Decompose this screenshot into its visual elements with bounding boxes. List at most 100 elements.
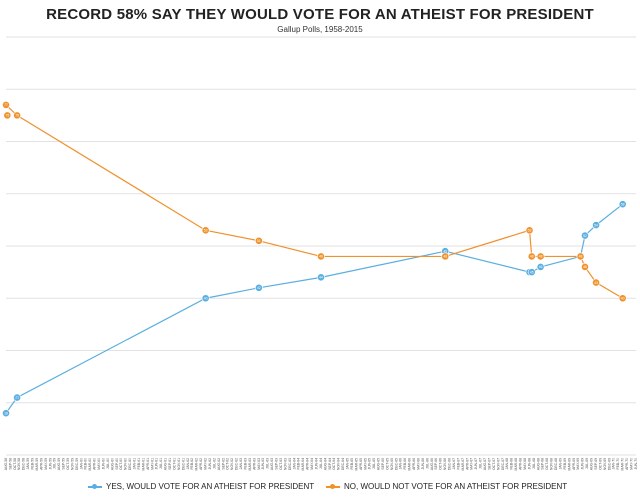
x-tick-label: JUL-66 [425, 458, 429, 469]
data-label: 54 [594, 223, 598, 227]
x-tick-label: APR-69 [572, 458, 576, 470]
data-label: 48 [319, 255, 323, 259]
x-tick-label: JAN-66 [399, 458, 403, 469]
x-tick-label: JUN-65 [368, 458, 372, 470]
x-tick-label: MAY-60 [97, 458, 101, 470]
data-label: 46 [583, 265, 587, 269]
x-tick-label: JUL-69 [585, 458, 589, 469]
x-tick-label: MAY-59 [44, 458, 48, 470]
x-tick-label: AUG-60 [110, 458, 114, 470]
x-tick-label: JUN-66 [421, 458, 425, 470]
x-tick-label: MAR-61 [141, 458, 145, 471]
x-tick-label: JUL-59 [53, 458, 57, 469]
x-tick-label: FEB-64 [297, 458, 301, 470]
x-tick-label: OCT-62 [226, 458, 230, 470]
x-tick-label: AUG-67 [483, 458, 487, 470]
data-point-yes [2, 409, 10, 418]
x-tick-label: JUN-62 [208, 458, 212, 470]
data-point-yes [592, 221, 600, 229]
data-point-no [527, 252, 536, 261]
x-tick-label: JAN-59 [26, 458, 30, 469]
data-label: 40 [621, 296, 625, 300]
x-tick-label: APR-67 [465, 458, 469, 470]
x-tick-label: DEC-68 [554, 458, 558, 470]
data-label: 42 [257, 286, 261, 290]
data-point-no [13, 111, 21, 120]
x-tick-label: NOV-65 [390, 458, 394, 470]
x-tick-label: OCT-64 [332, 458, 336, 470]
data-point-no [441, 252, 450, 261]
data-point-no [576, 252, 585, 261]
x-tick-label: JUN-69 [581, 458, 585, 470]
x-tick-label: AUG-66 [430, 458, 434, 470]
x-tick-label: SEP-58 [8, 458, 12, 470]
data-label: 48 [443, 255, 447, 259]
x-tick-label: FEB-69 [563, 458, 567, 470]
x-tick-label: JAN-60 [79, 458, 83, 469]
data-label: 44 [319, 276, 323, 280]
x-tick-label: JAN-65 [346, 458, 350, 469]
x-tick-label: MAR-64 [301, 458, 305, 471]
x-tick-label: AUG-62 [217, 458, 221, 470]
x-tick-label: DEC-59 [75, 458, 79, 470]
x-tick-label: APR-61 [146, 458, 150, 470]
x-tick-label: DEC-62 [235, 458, 239, 470]
x-tick-label: FEB-60 [84, 458, 88, 470]
x-tick-label: APR-62 [199, 458, 203, 470]
x-tick-label: NOV-67 [496, 458, 500, 470]
x-tick-label: MAY-70 [629, 458, 633, 470]
x-tick-label: MAY-64 [310, 458, 314, 470]
x-tick-label: MAY-66 [416, 458, 420, 470]
x-tick-label: APR-68 [519, 458, 523, 470]
x-tick-label: NOV-60 [124, 458, 128, 470]
data-point-no [254, 236, 263, 245]
data-label: 46 [539, 265, 543, 269]
data-label: 43 [594, 281, 598, 285]
data-point-no [581, 262, 589, 271]
data-point-yes [581, 231, 589, 240]
data-label: 45 [530, 270, 534, 274]
x-tick-label: JUN-60 [101, 458, 105, 470]
x-tick-label: SEP-64 [328, 458, 332, 470]
x-tick-label: OCT-63 [279, 458, 283, 470]
chart-subtitle: Gallup Polls, 1958-2015 [277, 25, 363, 34]
x-tick-label: DEC-64 [341, 458, 345, 470]
data-label: 49 [443, 249, 447, 253]
x-tick-label: SEP-65 [381, 458, 385, 470]
x-tick-label: OCT-67 [492, 458, 496, 470]
data-label: 53 [204, 229, 208, 233]
x-tick-label: JUL-64 [319, 458, 323, 469]
line-chart: AUG-58 SEP-58 OCT-58 NOV-58 DEC-58 JAN-59 FEB-… [2, 36, 638, 471]
data-point-yes [317, 273, 325, 282]
x-tick-label: MAR-67 [461, 458, 465, 471]
data-point-no [525, 226, 534, 235]
x-tick-label: AUG-58 [4, 458, 8, 470]
x-tick-label: SEP-69 [594, 458, 598, 470]
x-tick-label: FEB-65 [350, 458, 354, 470]
x-tick-label: OCT-66 [439, 458, 443, 470]
x-tick-label: NOV-62 [230, 458, 234, 470]
x-tick-label: DEC-60 [128, 458, 132, 470]
x-tick-label: OCT-61 [172, 458, 176, 470]
x-tick-label: MAR-69 [567, 458, 571, 471]
x-tick-label: SEP-66 [434, 458, 438, 470]
data-point-yes [618, 200, 627, 209]
x-tick-label: MAY-69 [576, 458, 580, 470]
x-tick-label: MAR-62 [195, 458, 199, 471]
x-tick-label: MAY-61 [150, 458, 154, 470]
x-tick-label: DEC-63 [288, 458, 292, 470]
x-tick-label: MAR-68 [514, 458, 518, 471]
x-tick-label: APR-66 [412, 458, 416, 470]
x-tick-label: MAR-70 [621, 458, 625, 471]
x-tick-label: JUL-63 [266, 458, 270, 469]
x-tick-label: FEB-67 [456, 458, 460, 470]
x-tick-label: JAN-67 [452, 458, 456, 469]
data-point-yes [13, 393, 21, 402]
x-tick-label: AUG-68 [536, 458, 540, 470]
x-tick-label: FEB-59 [31, 458, 35, 470]
data-point-no [618, 294, 627, 303]
legend-label-no: NO, WOULD NOT VOTE FOR AN ATHEIST FOR PR… [344, 482, 568, 491]
x-tick-label: FEB-61 [137, 458, 141, 470]
gridlines [6, 36, 636, 456]
data-point-yes [254, 283, 263, 292]
